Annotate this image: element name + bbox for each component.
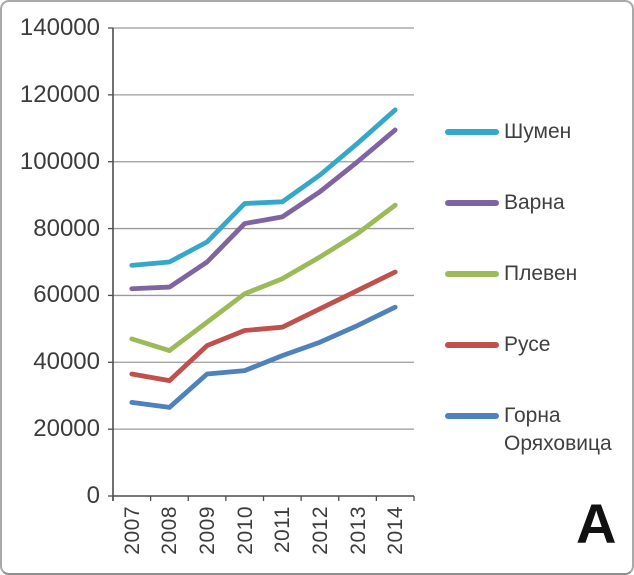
- legend-swatch-icon: [445, 342, 499, 348]
- x-tick-label: 2014: [384, 506, 408, 555]
- y-tick-label: 100000: [19, 147, 100, 175]
- series-line-1: [129, 127, 398, 292]
- y-tick-label: 0: [86, 482, 100, 509]
- x-tick-label: 2011: [271, 506, 295, 554]
- legend-item-0: Шумен: [445, 118, 631, 146]
- y-tick-label: 80000: [33, 214, 100, 242]
- legend-swatch-icon: [445, 200, 499, 206]
- x-tick-label: 2007: [120, 506, 144, 555]
- legend-label: Русе: [504, 333, 551, 356]
- series-line-3: [129, 269, 398, 384]
- x-tick-label: 2009: [196, 506, 220, 555]
- x-tick-label: 2010: [233, 506, 257, 555]
- legend-label: Шумен: [504, 120, 572, 143]
- legend-label: Плевен: [504, 262, 578, 285]
- legend-swatch-icon: [445, 129, 499, 135]
- y-tick-label: 40000: [33, 348, 100, 376]
- series-line-2: [129, 202, 398, 353]
- y-tick-label: 20000: [33, 415, 100, 443]
- legend-label: Горна Оряховица: [504, 404, 612, 455]
- figure-label: А: [576, 492, 617, 555]
- series-line-4: [129, 304, 398, 410]
- y-tick-label: 140000: [19, 14, 100, 41]
- y-tick-label: 60000: [33, 281, 100, 309]
- legend-item-4: Горна Оряховица: [445, 402, 631, 458]
- legend-item-3: Русе: [445, 331, 631, 359]
- legend-label: Варна: [504, 191, 565, 214]
- x-tick-label: 2013: [346, 506, 370, 555]
- y-tick-label: 120000: [19, 80, 100, 108]
- legend-item-1: Варна: [445, 189, 631, 217]
- legend-item-2: Плевен: [445, 260, 631, 288]
- x-tick-label: 2008: [158, 506, 182, 555]
- legend-swatch-icon: [445, 271, 499, 277]
- chart-legend: Шумен Варна Плевен Русе Горна Оряховица: [445, 118, 631, 501]
- legend-swatch-icon: [445, 413, 499, 419]
- series-line-0: [129, 107, 398, 268]
- x-tick-label: 2012: [308, 506, 332, 555]
